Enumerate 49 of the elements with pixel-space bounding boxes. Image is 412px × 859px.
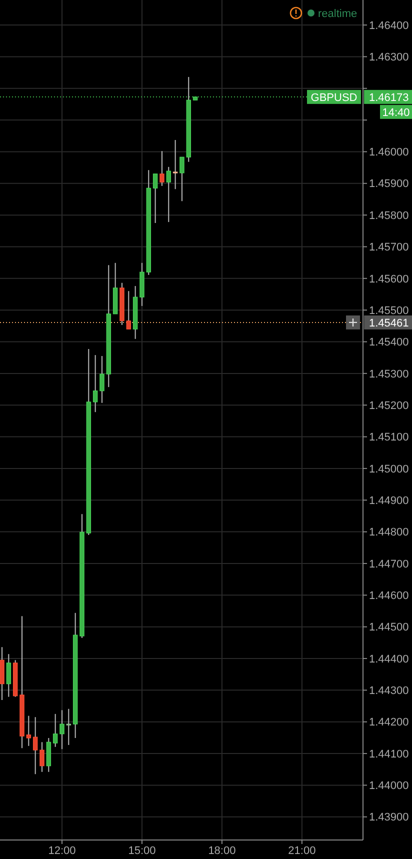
candlestick: [92, 354, 98, 413]
y-tick-label: 1.44400: [369, 653, 409, 666]
candlestick: [160, 150, 164, 186]
y-tick-label: 1.44900: [369, 494, 409, 507]
candlestick: [172, 140, 178, 190]
y-tick-label: 1.45700: [369, 242, 409, 254]
text: 1.46173: [369, 92, 409, 104]
annotation: realtime: [318, 8, 358, 20]
y-tick-label: 1.45300: [369, 368, 409, 380]
candlestick: [166, 166, 171, 223]
y-tick-label: 1.45900: [369, 178, 409, 190]
y-tick-label: 1.44800: [369, 526, 409, 539]
candlestick: [126, 290, 132, 330]
y-tick-label: 1.45800: [369, 210, 409, 222]
y-tick-label: 1.45100: [369, 432, 409, 444]
candlestick: [100, 356, 104, 404]
candlestick: [40, 742, 44, 772]
y-tick-label: 1.44100: [369, 748, 409, 760]
y-tick-label: 1.45500: [369, 304, 409, 317]
candlestick: [152, 173, 158, 224]
y-tick-label: 1.44200: [369, 716, 409, 729]
ref-line-label: GBPUSD: [310, 92, 358, 104]
candlestick: [52, 713, 58, 748]
y-tick-label: 1.46000: [369, 146, 409, 159]
y-tick-label: 1.44000: [369, 780, 409, 792]
text: 1.45461: [369, 317, 409, 330]
candlestick: [66, 708, 72, 746]
candlestick: [6, 654, 12, 698]
x-tick-label: 21:00: [288, 845, 316, 857]
candlestick: [32, 716, 38, 775]
y-tick-label: 1.44300: [369, 685, 409, 698]
y-tick-label: 1.46300: [369, 52, 409, 64]
y-tick-label: 1.44500: [369, 622, 409, 634]
y-tick-label: 1.44600: [369, 590, 409, 602]
text: 14:40: [382, 106, 410, 119]
y-tick-label: 1.44700: [369, 558, 409, 570]
x-tick-label: 18:00: [208, 845, 236, 857]
candlestick: [46, 738, 52, 772]
x-tick-label: 15:00: [128, 845, 156, 857]
candlestick: [0, 646, 4, 700]
y-tick-label: 1.45000: [369, 463, 409, 476]
candlestick: [26, 715, 32, 746]
x-tick-label: 12:00: [48, 845, 76, 857]
y-tick-label: 1.45600: [369, 273, 409, 286]
y-tick-label: 1.45200: [369, 400, 409, 412]
candlestick: [60, 710, 64, 750]
y-tick-label: 1.46400: [369, 20, 409, 32]
y-tick-label: 1.43900: [369, 812, 409, 824]
y-tick-label: 1.45400: [369, 336, 409, 349]
